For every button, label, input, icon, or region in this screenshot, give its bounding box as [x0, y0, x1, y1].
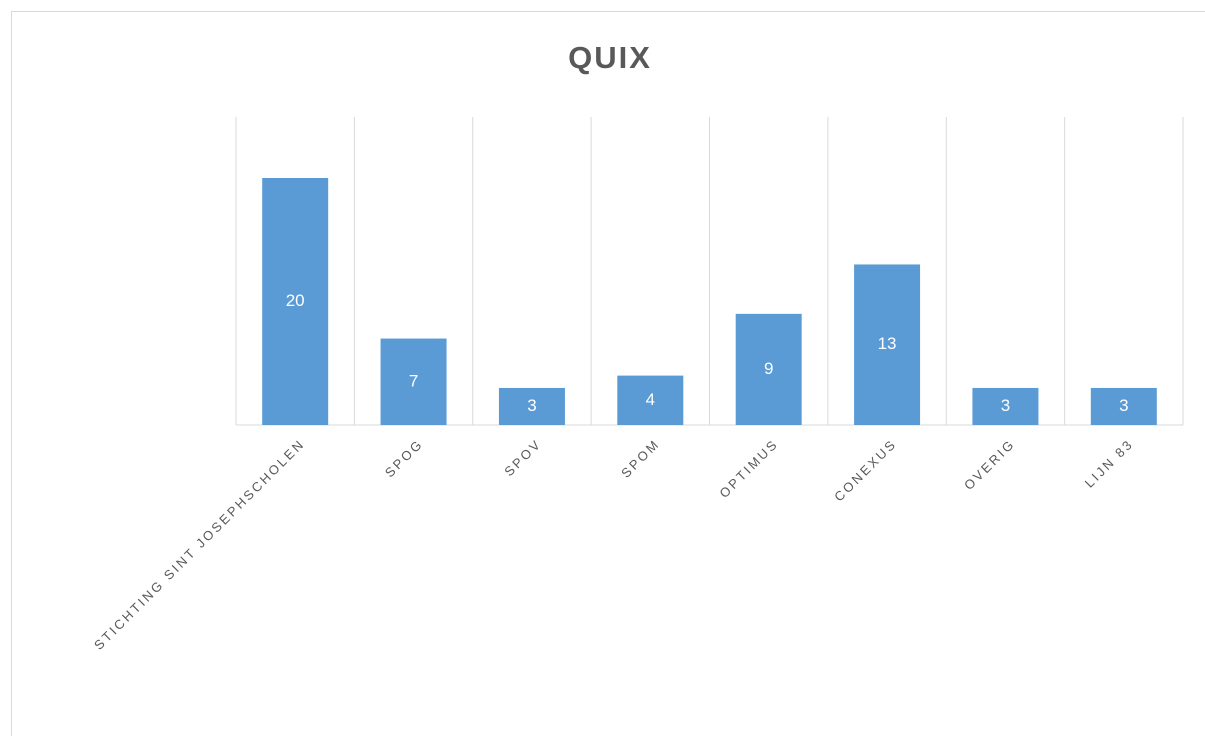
x-tick-label: OVERIG	[961, 436, 1018, 493]
x-tick-label: CONEXUS	[831, 436, 899, 504]
bar	[380, 338, 447, 425]
bar	[735, 313, 802, 425]
bar	[1090, 387, 1157, 425]
x-tick-label: LIJN 83	[1082, 436, 1137, 491]
data-label: 3	[1119, 396, 1128, 415]
data-label: 7	[409, 371, 418, 390]
x-tick-label: SPOG	[382, 436, 426, 480]
bar	[617, 375, 684, 425]
x-tick-label: SPOV	[501, 436, 544, 479]
data-label: 4	[646, 390, 655, 409]
x-tick-label: STICHTING SINT JOSEPHSCHOLEN	[91, 436, 308, 653]
chart-frame	[11, 11, 1205, 736]
data-label: 3	[1001, 396, 1010, 415]
chart-title: QUIX	[568, 40, 652, 75]
bar	[854, 264, 921, 425]
x-tick-label: OPTIMUS	[716, 436, 781, 501]
bar	[498, 387, 565, 425]
data-label: 20	[286, 291, 305, 310]
bar	[262, 178, 329, 425]
data-label: 13	[878, 334, 897, 353]
data-label: 9	[764, 359, 773, 378]
bar	[972, 387, 1039, 425]
data-label: 3	[527, 396, 536, 415]
x-tick-label: SPOM	[618, 436, 663, 481]
